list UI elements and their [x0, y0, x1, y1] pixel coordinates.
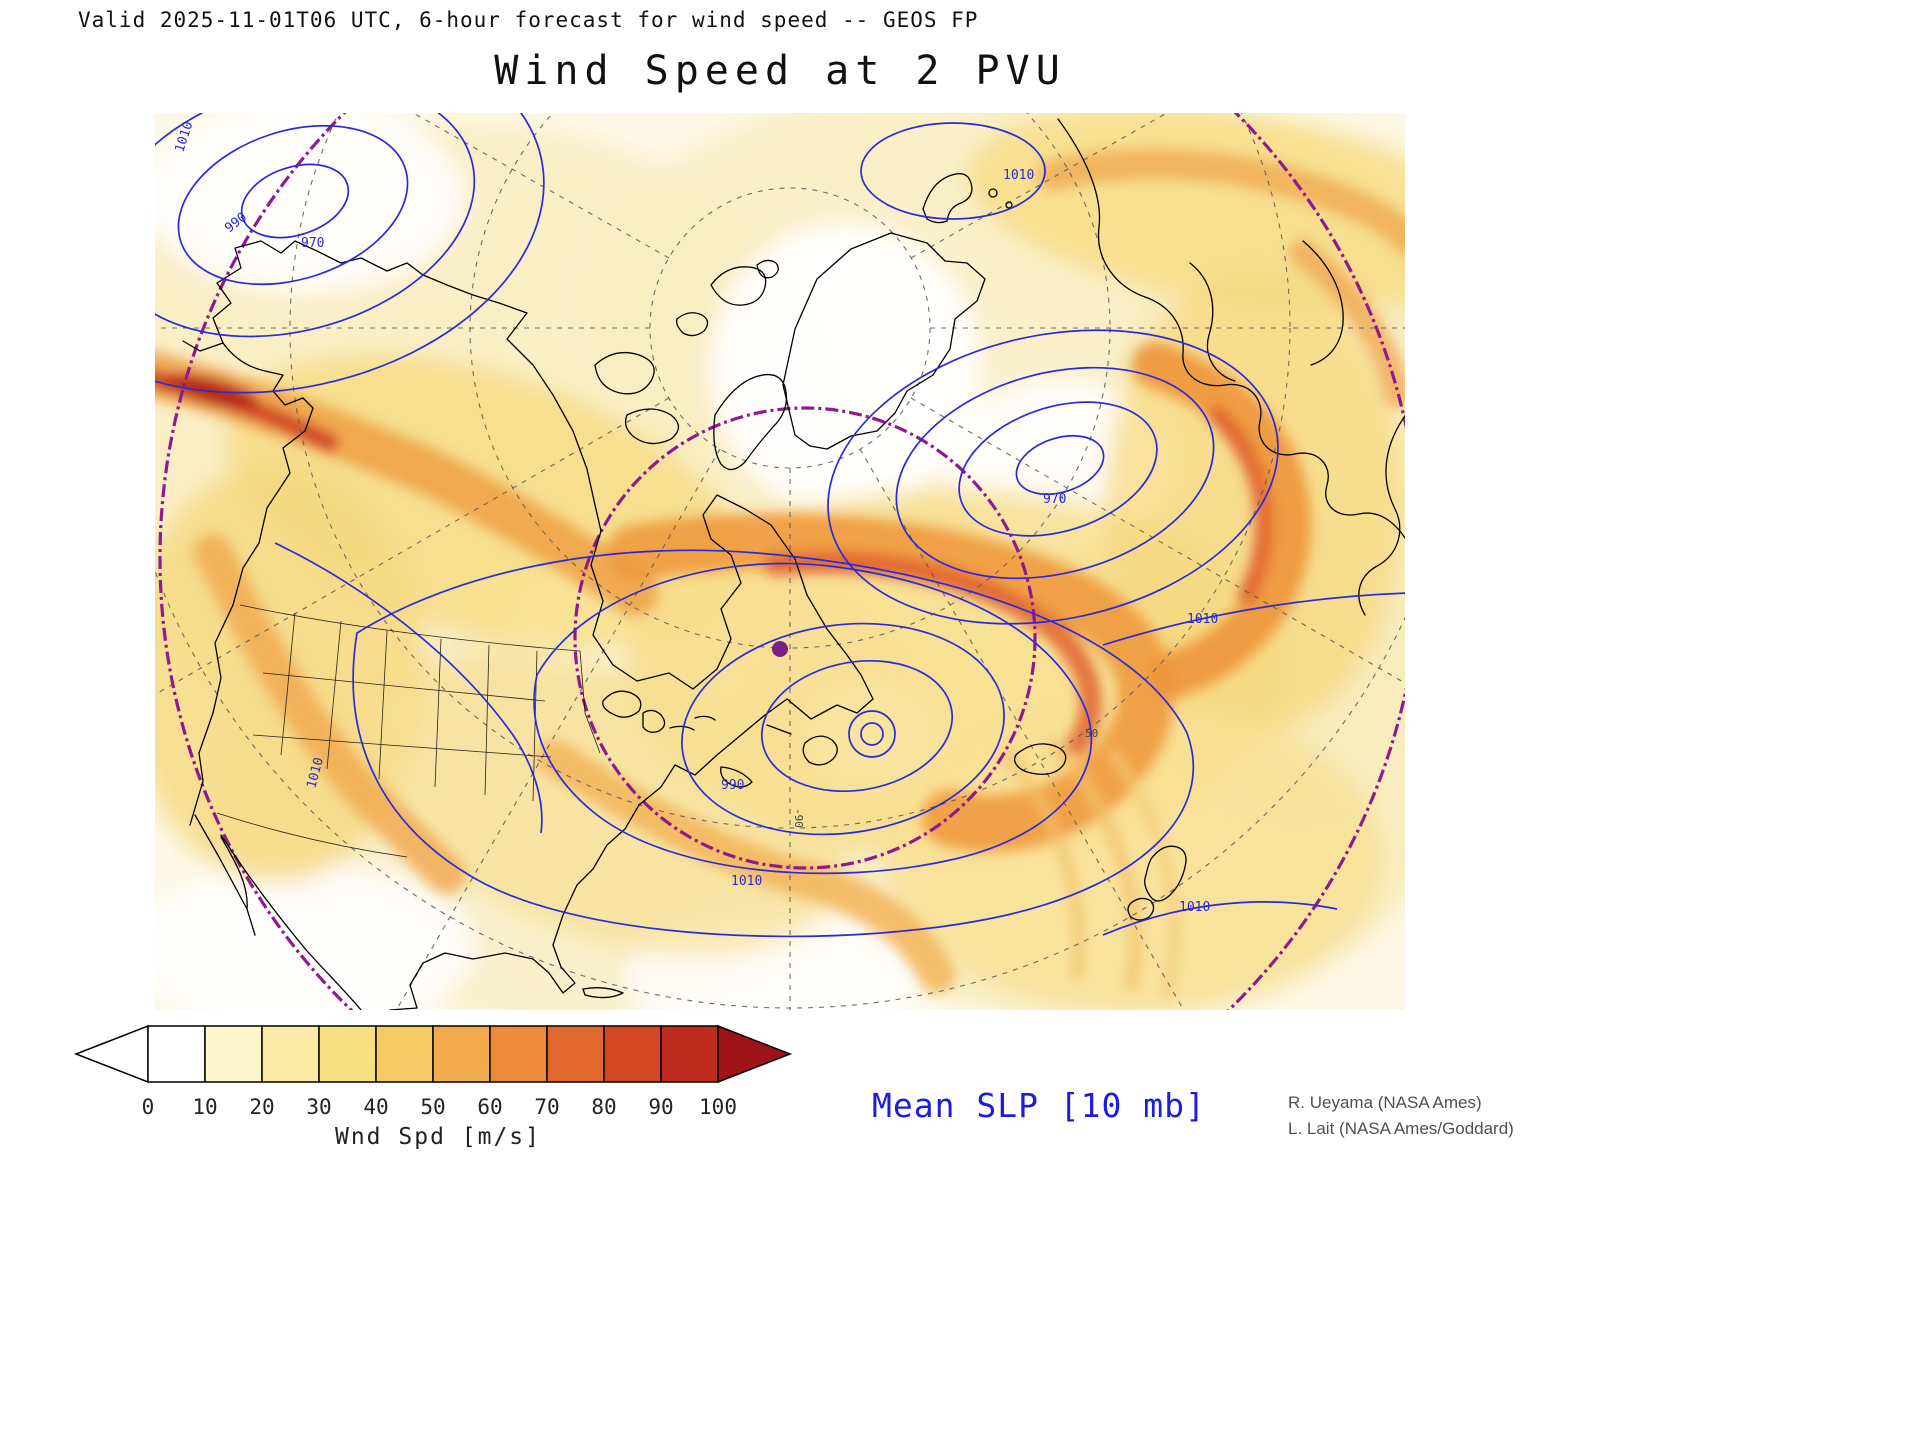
slp-legend: Mean SLP [10 mb] — [872, 1086, 1206, 1125]
state-borders — [216, 604, 601, 858]
colorbar-tick: 0 — [142, 1095, 155, 1119]
weather-map: 1010 990 970 1010 970 990 1010 1010 1010… — [25, 0, 1505, 1190]
colorbar-over-arrow — [717, 1024, 793, 1084]
slp-contour-label: 1010 — [731, 874, 762, 889]
colorbar-cell — [261, 1025, 320, 1083]
slp-contour-label: 970 — [1043, 492, 1066, 507]
colorbar-caption: Wnd Spd [m/s] — [334, 1124, 541, 1150]
valid-timestamp: Valid 2025-11-01T06 UTC, 6-hour forecast… — [78, 8, 979, 32]
slp-contour-label: 1010 — [1003, 168, 1034, 183]
graticule-label: -90 — [792, 808, 805, 828]
colorbar-cell — [432, 1025, 491, 1083]
slp-contours — [25, 32, 1408, 938]
colorbar-cell — [318, 1025, 377, 1083]
colorbar-cell — [147, 1025, 206, 1083]
colorbar-tick: 30 — [306, 1095, 331, 1119]
colorbar-tick: 40 — [363, 1095, 388, 1119]
slp-contour-label: 990 — [721, 778, 744, 793]
colorbar-tick: 50 — [420, 1095, 445, 1119]
graticule-label: 50 — [1085, 727, 1098, 740]
slp-contour-label: 1010 — [1187, 612, 1218, 627]
colorbar: 0 10 20 30 40 50 60 70 80 90 100 — [68, 1020, 808, 1124]
slp-contour-label: 1010 — [1179, 900, 1210, 915]
colorbar-tick: 80 — [591, 1095, 616, 1119]
colorbar-tick: 100 — [699, 1095, 737, 1119]
colorbar-tick: 90 — [648, 1095, 673, 1119]
credits: R. Ueyama (NASA Ames) L. Lait (NASA Ames… — [1288, 1090, 1514, 1143]
colorbar-cell — [660, 1025, 719, 1083]
colorbar-cell — [375, 1025, 434, 1083]
page-title: Wind Speed at 2 PVU — [494, 48, 1066, 94]
colorbar-tick: 10 — [192, 1095, 217, 1119]
slp-contour-label: 970 — [301, 236, 324, 251]
colorbar-cell — [489, 1025, 548, 1083]
graticule-labels: 50 -90 — [792, 727, 1098, 828]
colorbar-tick: 70 — [534, 1095, 559, 1119]
coastlines — [182, 118, 1408, 1011]
colorbar-cell — [546, 1025, 605, 1083]
credit-line: R. Ueyama (NASA Ames) — [1288, 1093, 1482, 1112]
colorbar-tick: 60 — [477, 1095, 502, 1119]
map-canvas: 1010 990 970 1010 970 990 1010 1010 1010… — [25, 0, 1505, 1190]
colorbar-cell — [204, 1025, 263, 1083]
colorbar-tick: 20 — [249, 1095, 274, 1119]
station-marker — [772, 641, 788, 657]
credit-line: L. Lait (NASA Ames/Goddard) — [1288, 1119, 1514, 1139]
colorbar-cell — [603, 1025, 662, 1083]
graticule — [96, 0, 1484, 1022]
colorbar-under-arrow — [73, 1024, 149, 1084]
